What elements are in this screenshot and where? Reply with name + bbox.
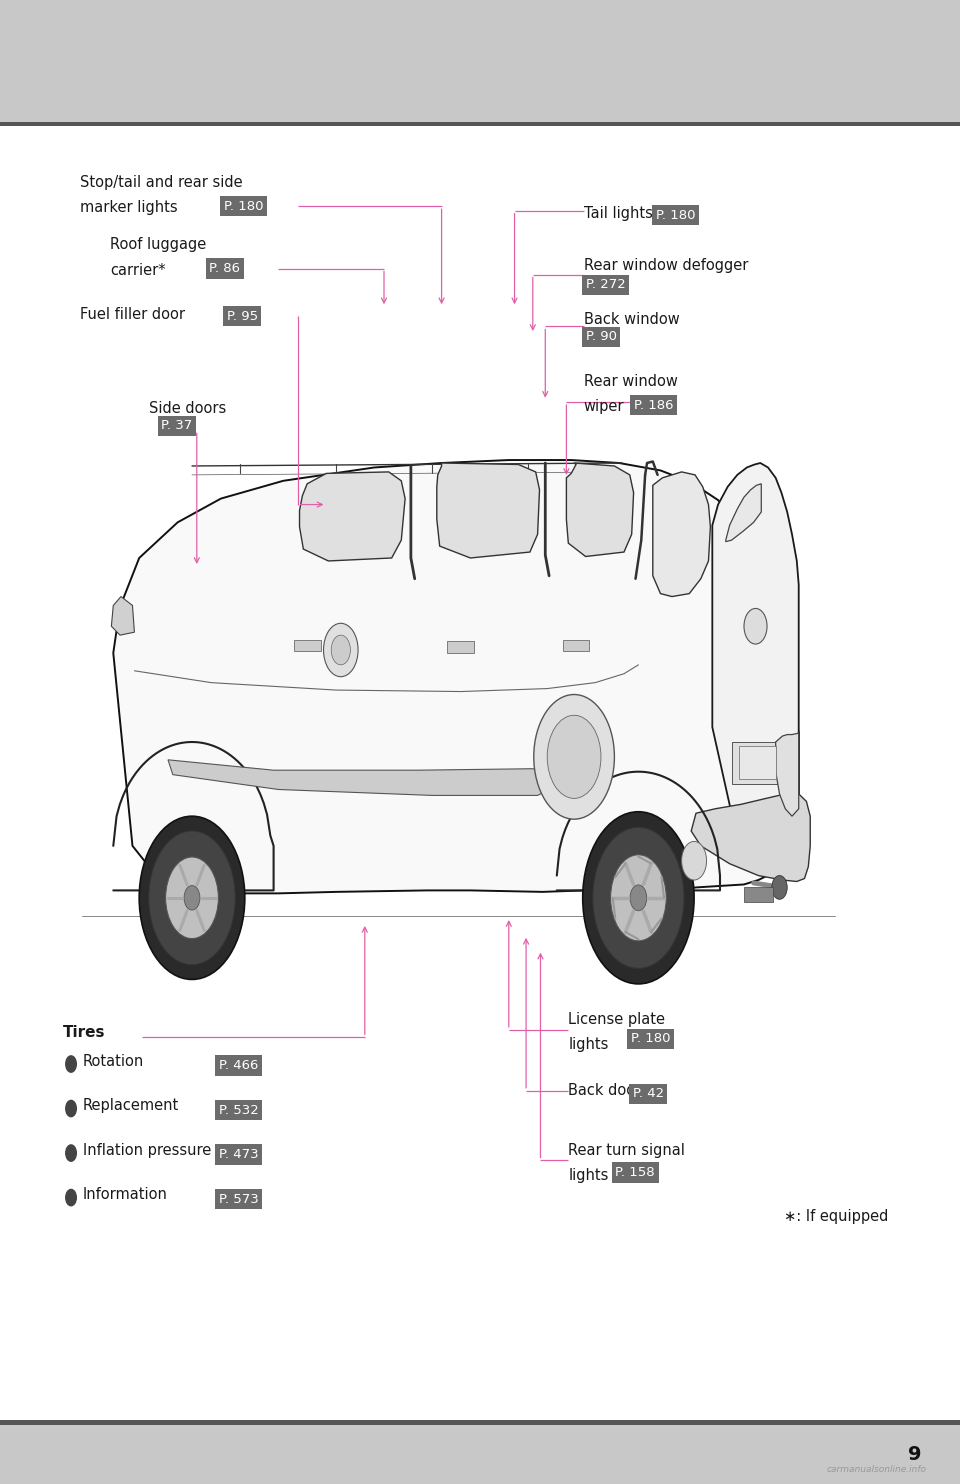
Text: P. 180: P. 180: [631, 1033, 670, 1045]
Circle shape: [744, 608, 767, 644]
Polygon shape: [111, 597, 134, 635]
Circle shape: [630, 884, 647, 911]
Text: Stop/tail and rear side: Stop/tail and rear side: [80, 175, 242, 190]
Text: Rear turn signal: Rear turn signal: [568, 1143, 685, 1158]
Text: P. 272: P. 272: [586, 279, 625, 291]
Circle shape: [583, 812, 694, 984]
Bar: [0, 122, 960, 126]
Circle shape: [65, 1190, 76, 1205]
Circle shape: [682, 841, 707, 880]
Circle shape: [611, 855, 666, 941]
Bar: [0, 1420, 960, 1425]
Text: P. 180: P. 180: [224, 200, 263, 212]
Circle shape: [592, 827, 684, 969]
Text: Rotation: Rotation: [83, 1054, 144, 1068]
Circle shape: [65, 1146, 76, 1160]
Text: License plate: License plate: [568, 1012, 665, 1027]
Text: P. 158: P. 158: [615, 1166, 655, 1178]
Polygon shape: [726, 484, 761, 542]
Polygon shape: [168, 760, 555, 795]
Text: Information: Information: [83, 1187, 167, 1202]
Polygon shape: [113, 460, 799, 893]
Text: P. 180: P. 180: [656, 209, 695, 221]
Circle shape: [331, 635, 350, 665]
Bar: [294, 640, 321, 651]
Text: Fuel filler door: Fuel filler door: [80, 307, 184, 322]
Text: lights: lights: [568, 1037, 609, 1052]
Bar: [744, 887, 773, 902]
Circle shape: [534, 695, 614, 819]
Circle shape: [139, 816, 245, 979]
Circle shape: [149, 831, 235, 965]
Circle shape: [184, 886, 200, 910]
Text: ∗: If equipped: ∗: If equipped: [783, 1209, 888, 1224]
Bar: [563, 640, 589, 651]
Bar: [739, 746, 776, 779]
Text: Tail lights: Tail lights: [584, 206, 653, 221]
Circle shape: [324, 623, 358, 677]
Text: marker lights: marker lights: [80, 200, 178, 215]
Polygon shape: [691, 794, 810, 881]
Circle shape: [65, 1057, 76, 1071]
Circle shape: [65, 1101, 76, 1116]
Circle shape: [165, 856, 219, 938]
Circle shape: [547, 715, 601, 798]
Text: P. 90: P. 90: [586, 331, 616, 343]
Text: P. 95: P. 95: [227, 310, 257, 322]
Polygon shape: [712, 463, 799, 821]
Polygon shape: [566, 463, 634, 556]
Text: Rear window: Rear window: [584, 374, 678, 389]
Text: P. 186: P. 186: [634, 399, 673, 411]
Text: Back door: Back door: [568, 1083, 641, 1098]
Bar: [447, 641, 474, 653]
Bar: [732, 742, 784, 784]
Text: P. 37: P. 37: [161, 420, 193, 432]
Text: P. 473: P. 473: [219, 1149, 258, 1160]
Bar: [0, 1425, 960, 1484]
Text: Rear window defogger: Rear window defogger: [584, 258, 748, 273]
Text: wiper: wiper: [584, 399, 624, 414]
Text: P. 86: P. 86: [209, 263, 240, 275]
Text: lights: lights: [568, 1168, 609, 1183]
Text: Replacement: Replacement: [83, 1098, 179, 1113]
Text: P. 466: P. 466: [219, 1060, 258, 1071]
Text: Back window: Back window: [584, 312, 680, 326]
Text: Tires: Tires: [62, 1025, 105, 1040]
Text: P. 42: P. 42: [633, 1088, 663, 1100]
Text: Side doors: Side doors: [149, 401, 226, 416]
Polygon shape: [776, 733, 799, 816]
Circle shape: [772, 876, 787, 899]
Text: P. 532: P. 532: [219, 1104, 258, 1116]
Polygon shape: [653, 472, 710, 597]
Text: Roof luggage: Roof luggage: [110, 237, 206, 252]
Text: Inflation pressure: Inflation pressure: [83, 1143, 211, 1158]
Bar: [0, 0, 960, 122]
Text: 9: 9: [908, 1445, 922, 1463]
Text: P. 573: P. 573: [219, 1193, 258, 1205]
Polygon shape: [437, 463, 540, 558]
Text: carmanualsonline.info: carmanualsonline.info: [827, 1465, 926, 1474]
Text: carrier*: carrier*: [110, 263, 166, 278]
Polygon shape: [300, 472, 405, 561]
